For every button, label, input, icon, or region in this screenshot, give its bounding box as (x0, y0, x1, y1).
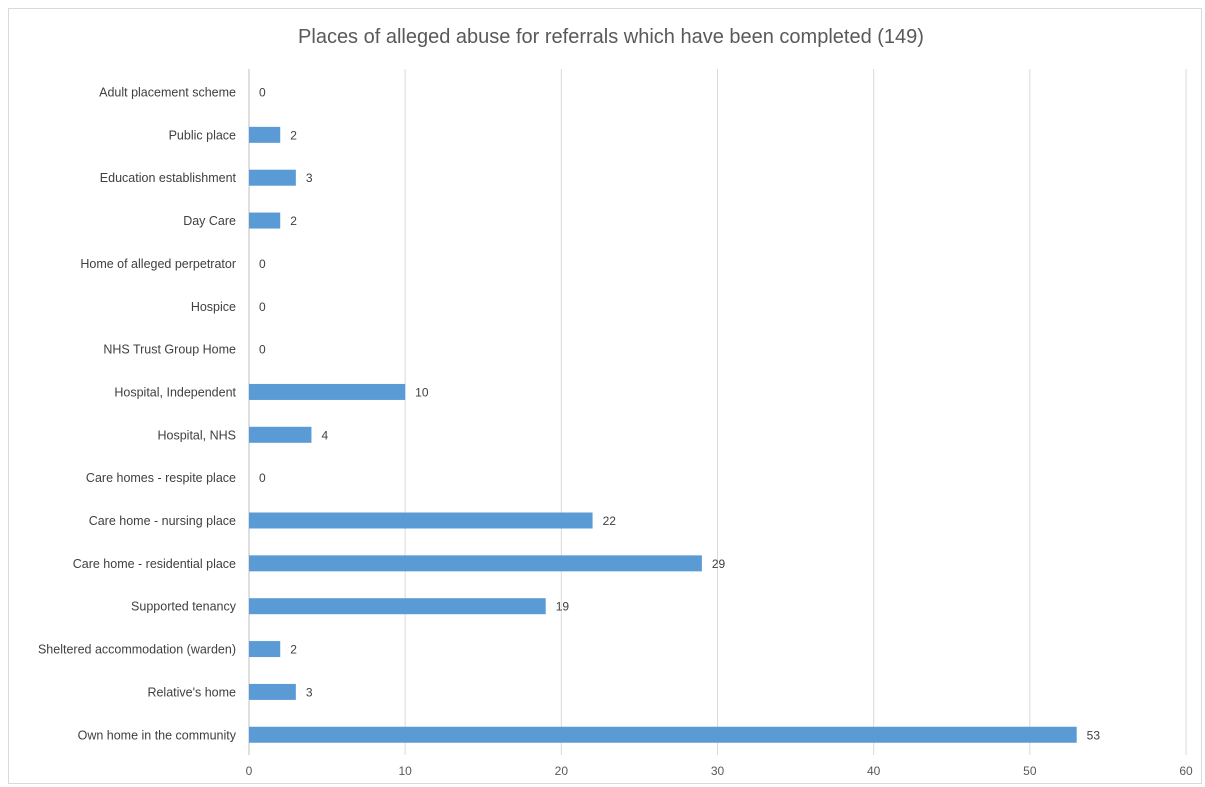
gridlines (248, 69, 1187, 755)
data-labels: 0 2 3 2 0 0 0 10 4 0 22 29 19 2 3 53 (259, 86, 1100, 743)
x-tick-label: 40 (867, 764, 881, 778)
category-label: Supported tenancy (131, 600, 237, 614)
data-label: 2 (290, 128, 297, 142)
data-label: 0 (259, 343, 266, 357)
chart-title: Places of alleged abuse for referrals wh… (298, 26, 924, 48)
category-label: Adult placement scheme (99, 86, 236, 100)
x-tick-label: 30 (711, 764, 725, 778)
bar (249, 426, 312, 443)
data-label: 0 (259, 471, 266, 485)
bar-chart: Places of alleged abuse for referrals wh… (38, 26, 1193, 778)
category-label: Hospital, NHS (158, 428, 237, 442)
data-label: 0 (259, 300, 266, 314)
category-label: Own home in the community (78, 728, 237, 742)
x-tick-label: 10 (398, 764, 412, 778)
data-label: 2 (290, 214, 297, 228)
data-label: 19 (556, 600, 570, 614)
bar (249, 598, 546, 615)
data-label: 2 (290, 643, 297, 657)
data-label: 0 (259, 257, 266, 271)
x-tick-label: 0 (246, 764, 253, 778)
x-axis-ticks: 0 10 20 30 40 50 60 (246, 764, 1193, 778)
category-label: Care homes - respite place (86, 471, 236, 485)
data-label: 3 (306, 685, 313, 699)
x-tick-label: 50 (1023, 764, 1037, 778)
category-label: Relative's home (147, 685, 236, 699)
category-label: Home of alleged perpetrator (80, 257, 236, 271)
bar (249, 726, 1077, 743)
x-tick-label: 60 (1179, 764, 1193, 778)
data-label: 10 (415, 385, 429, 399)
data-label: 3 (306, 171, 313, 185)
bar (249, 641, 281, 658)
x-tick-label: 20 (555, 764, 569, 778)
bar (249, 212, 281, 229)
data-label: 0 (259, 86, 266, 100)
data-label: 4 (321, 428, 328, 442)
bar (249, 512, 593, 529)
data-label: 29 (712, 557, 726, 571)
bars (249, 126, 1077, 743)
category-label: Care home - residential place (73, 557, 236, 571)
category-labels: Adult placement scheme Public place Educat… (38, 86, 237, 743)
category-label: Day Care (183, 214, 236, 228)
chart-frame: Places of alleged abuse for referrals wh… (8, 8, 1202, 784)
category-label: Care home - nursing place (89, 514, 236, 528)
category-label: Sheltered accommodation (warden) (38, 643, 236, 657)
data-label: 22 (603, 514, 617, 528)
category-label: Hospice (191, 300, 236, 314)
category-label: NHS Trust Group Home (103, 343, 236, 357)
bar (249, 126, 281, 143)
category-label: Education establishment (100, 171, 237, 185)
category-label: Hospital, Independent (114, 385, 236, 399)
bar (249, 383, 406, 400)
category-label: Public place (169, 128, 236, 142)
bar (249, 555, 702, 572)
bar (249, 169, 296, 186)
bar (249, 683, 296, 700)
data-label: 53 (1087, 728, 1101, 742)
